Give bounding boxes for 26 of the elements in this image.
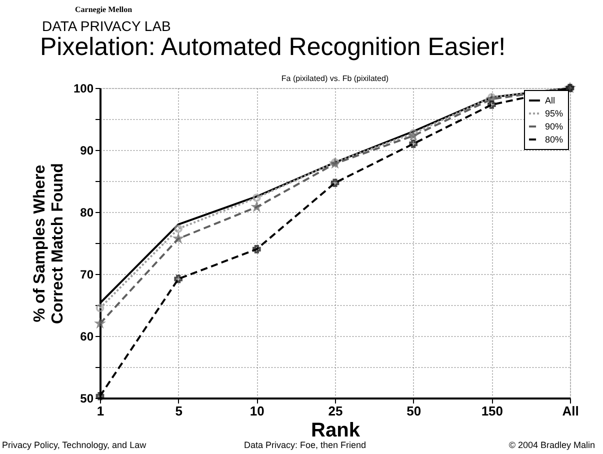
x-tick-label: 50 xyxy=(406,404,422,418)
x-tick-label: 10 xyxy=(250,404,264,418)
chart-subtitle: Fa (pixilated) vs. Fb (pixilated) xyxy=(281,74,389,83)
legend-label: 80% xyxy=(545,134,564,144)
y-tick-label: 70 xyxy=(80,268,94,282)
legend-label: 95% xyxy=(545,108,564,118)
x-tick-label: 150 xyxy=(481,404,504,418)
y-tick-label: 80 xyxy=(80,206,94,220)
legend-label: 90% xyxy=(545,122,564,132)
text: © 2004 Bradley Malin xyxy=(508,440,595,450)
text: Data Privacy: Foe, then Friend xyxy=(244,440,366,450)
y-tick-label: 50 xyxy=(80,392,94,406)
text: Carnegie Mellon xyxy=(75,5,133,14)
y-tick-label: 100 xyxy=(73,82,94,96)
x-tick-label: All xyxy=(562,404,579,418)
x-tick-label: 25 xyxy=(328,404,343,418)
x-axis-title: Rank xyxy=(311,420,361,442)
x-tick-label: 5 xyxy=(175,404,182,418)
text: Privacy Policy, Technology, and Law xyxy=(2,440,147,450)
y-axis-title: % of Samples Where Correct Match Found xyxy=(31,163,66,324)
legend-label: All xyxy=(545,96,556,106)
x-tick-label: 1 xyxy=(96,404,104,418)
text: DATA PRIVACY LAB xyxy=(42,18,171,34)
y-tick-label: 90 xyxy=(80,144,94,158)
y-tick-label: 60 xyxy=(80,330,94,344)
chart-title: Pixelation: Automated Recognition Easier! xyxy=(40,33,506,61)
